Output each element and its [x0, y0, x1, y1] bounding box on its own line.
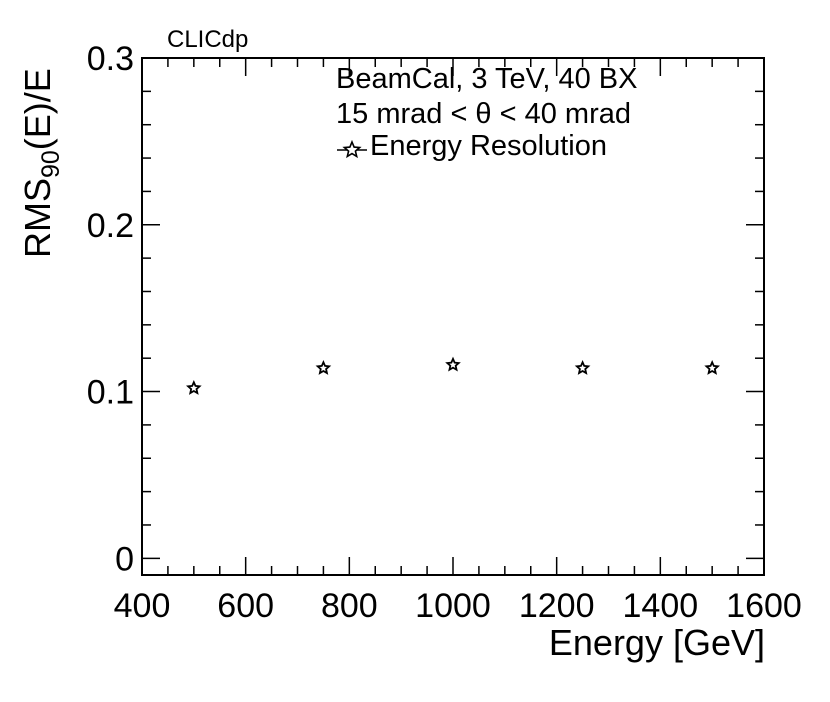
x-tick-label: 1400 [623, 587, 699, 625]
y-axis-title: RMS90(E)/E [17, 68, 65, 258]
data-point [315, 359, 332, 375]
data-point [445, 356, 461, 372]
x-tick-label: 1200 [519, 587, 595, 625]
x-tick-labels: 400 600 800 1000 1200 1400 1600 [114, 587, 802, 625]
data-points [186, 356, 720, 395]
data-point [186, 379, 202, 395]
y-tick-labels: 0 0.1 0.2 0.3 [87, 40, 134, 578]
legend-entry: Energy Resolution [370, 130, 607, 162]
x-tick-label: 600 [217, 587, 274, 625]
clicdp-tag: CLICdp [167, 26, 248, 53]
legend-line-1: BeamCal, 3 TeV, 40 BX [336, 63, 637, 95]
legend-line-2: 15 mrad < θ < 40 mrad [336, 98, 631, 130]
y-tick-label: 0.1 [87, 374, 134, 412]
axis-ticks [141, 57, 765, 575]
x-tick-label: 800 [321, 587, 378, 625]
legend-marker [337, 139, 367, 159]
data-point [704, 359, 720, 375]
x-tick-label: 1000 [415, 587, 491, 625]
y-tick-label: 0.3 [87, 40, 134, 78]
y-tick-label: 0.2 [87, 207, 134, 245]
x-axis-title: Energy [GeV] [549, 622, 765, 663]
x-tick-label: 1600 [726, 587, 802, 625]
plot-frame [141, 57, 765, 576]
x-tick-label: 400 [114, 587, 171, 625]
y-tick-label: 0 [115, 540, 134, 578]
data-point [574, 359, 591, 375]
